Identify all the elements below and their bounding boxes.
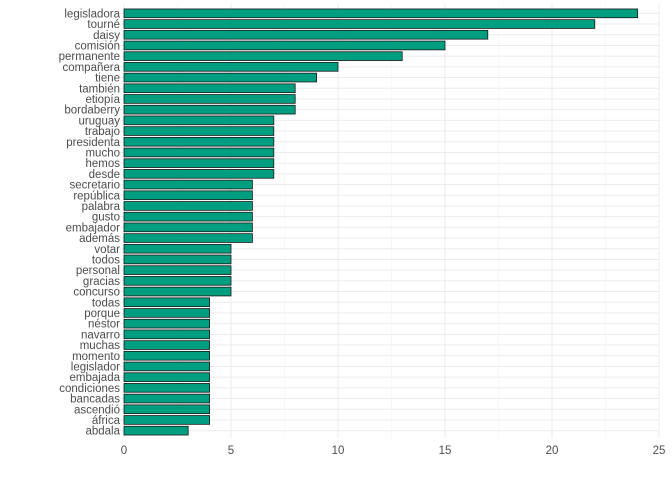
category-label: secretario [70,180,121,192]
category-label: bordaberry [64,105,120,117]
category-label: concurso [73,287,120,299]
x-tick-label: 5 [228,445,234,457]
category-label: palabra [82,201,121,213]
bar-hemos [123,158,275,168]
bar-embajada [123,372,210,382]
category-label: momento [72,351,120,363]
bar-gracias [123,276,232,286]
bar-etiopía [123,94,296,104]
category-label: tourné [87,19,120,31]
category-label: gracias [83,276,120,288]
bar-república [123,190,253,201]
bar-legislador [123,361,210,372]
category-label: daisy [93,30,120,42]
category-label: república [73,190,120,202]
bars [123,8,638,436]
category-label: abdala [85,426,120,438]
category-label: tiene [95,73,120,85]
bar-comisión [123,40,446,51]
x-tick-labels: 0 5 10 15 20 25 [121,445,666,457]
category-label: áfrica [92,415,121,427]
category-label: ascendió [74,404,120,416]
bar-muchas [123,340,210,350]
bar-néstor [123,318,210,329]
bar-áfrica [123,415,210,425]
category-label: uruguay [78,115,120,127]
category-label: permanente [59,51,120,63]
bar-además [123,233,253,243]
bar-votar [123,243,232,254]
bar-momento [123,350,210,361]
category-label: bancadas [70,394,120,406]
bar-tourné [123,19,596,29]
bar-bordaberry [123,104,296,115]
bar-desde [123,169,275,179]
bar-embajador [123,222,253,233]
bar-permanente [123,51,403,61]
bar-bancadas [123,393,210,404]
category-label: porque [84,308,120,320]
bar-personal [123,265,232,275]
category-label: también [79,83,120,95]
category-label: legislador [71,361,120,373]
bar-presidenta [123,136,275,147]
category-labels: legisladoratournédaisycomisiónpermanente… [59,8,121,437]
category-label: todos [92,254,120,266]
category-label: personal [76,265,120,277]
bar-abdala [123,425,189,436]
category-label: compañera [62,62,120,74]
bar-gusto [123,211,253,222]
bar-secretario [123,179,253,190]
x-tick-label: 20 [546,445,559,457]
bar-porque [123,308,210,318]
category-label: embajada [69,372,120,384]
category-label: gusto [92,212,120,224]
category-label: condiciones [59,383,120,395]
bar-todos [123,254,232,265]
bar-uruguay [123,115,275,126]
bar-daisy [123,29,489,40]
x-tick-label: 15 [439,445,452,457]
category-label: muchas [80,340,121,352]
x-tick-label: 0 [121,445,127,457]
bar-navarro [123,329,210,340]
category-label: además [79,233,120,245]
bar-todas [123,297,210,308]
category-label: todas [92,297,120,309]
bar-también [123,83,296,94]
category-label: embajador [66,222,121,234]
category-label: néstor [88,319,120,331]
bar-ascendió [123,404,210,415]
bar-mucho [123,147,275,158]
bar-concurso [123,286,232,297]
bar-palabra [123,201,253,211]
category-label: presidenta [66,137,120,149]
category-label: legisladora [64,8,120,20]
bar-condiciones [123,383,210,393]
x-tick-label: 25 [653,445,666,457]
bar-tiene [123,72,318,83]
category-label: trabajo [85,126,120,138]
x-tick-label: 10 [332,445,345,457]
bar-legisladora [123,8,638,19]
category-label: votar [94,244,120,256]
category-label: comisión [75,40,120,52]
category-label: desde [89,169,120,181]
category-label: hemos [85,158,120,170]
category-label: etiopía [85,94,120,106]
bar-compañera [123,62,339,72]
category-label: mucho [85,147,120,159]
category-label: navarro [81,329,120,341]
bar-trabajo [123,126,275,136]
